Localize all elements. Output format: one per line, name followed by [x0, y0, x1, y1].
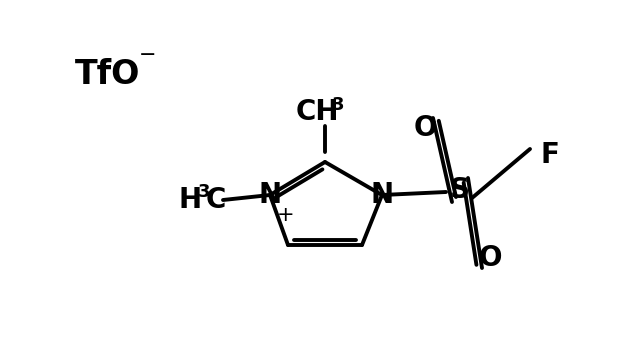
Text: −: −	[140, 45, 157, 65]
Text: N: N	[371, 181, 394, 209]
Text: H: H	[179, 186, 202, 214]
Text: O: O	[413, 114, 436, 142]
Text: 3: 3	[198, 183, 211, 201]
Text: CH: CH	[295, 98, 339, 126]
Text: N: N	[259, 181, 282, 209]
Text: 3: 3	[332, 96, 344, 114]
Text: +: +	[277, 205, 295, 225]
Text: S: S	[450, 176, 470, 204]
Text: C: C	[206, 186, 226, 214]
Text: O: O	[478, 244, 502, 272]
Text: F: F	[541, 141, 559, 169]
Text: TfO: TfO	[75, 59, 140, 92]
